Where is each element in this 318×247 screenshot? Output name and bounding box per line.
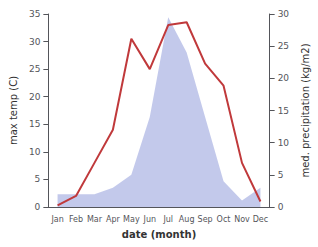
svg-text:med. precipitation (kg/m2): med. precipitation (kg/m2): [300, 43, 311, 177]
svg-text:May: May: [123, 215, 140, 224]
svg-text:Oct: Oct: [217, 215, 231, 224]
svg-text:5: 5: [278, 170, 284, 180]
svg-text:Feb: Feb: [69, 215, 83, 224]
svg-text:Jun: Jun: [143, 215, 157, 224]
svg-text:25: 25: [278, 41, 289, 51]
svg-text:10: 10: [29, 147, 41, 157]
svg-text:0: 0: [278, 202, 284, 212]
svg-text:5: 5: [35, 174, 41, 184]
svg-text:15: 15: [29, 119, 40, 129]
svg-text:Mar: Mar: [87, 215, 103, 224]
svg-text:max temp (C): max temp (C): [8, 76, 19, 145]
svg-text:30: 30: [29, 37, 41, 47]
svg-text:Jul: Jul: [162, 215, 173, 224]
svg-text:date (month): date (month): [122, 229, 196, 240]
svg-text:35: 35: [29, 9, 40, 19]
svg-text:25: 25: [29, 64, 40, 74]
svg-text:10: 10: [278, 138, 290, 148]
svg-text:15: 15: [278, 106, 289, 116]
svg-text:Apr: Apr: [106, 215, 121, 224]
svg-text:Nov: Nov: [234, 215, 250, 224]
svg-text:30: 30: [278, 9, 290, 19]
svg-text:Aug: Aug: [179, 215, 195, 224]
svg-text:20: 20: [278, 73, 290, 83]
svg-text:0: 0: [35, 202, 41, 212]
svg-text:Sep: Sep: [198, 215, 213, 224]
svg-text:20: 20: [29, 92, 41, 102]
svg-text:Dec: Dec: [253, 215, 268, 224]
svg-text:Jan: Jan: [50, 215, 63, 224]
